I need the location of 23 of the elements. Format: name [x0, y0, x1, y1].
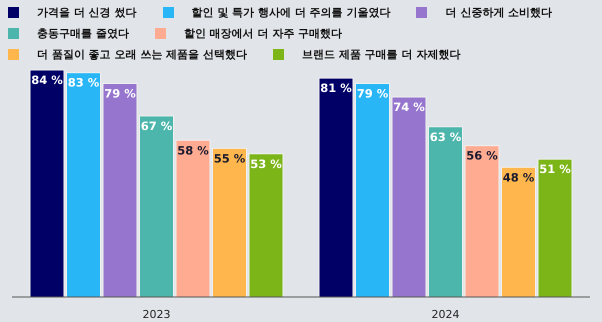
- x-tick-label: 2023: [142, 308, 170, 321]
- data-label: 51 %: [539, 162, 572, 176]
- legend-label: 가격을 더 신경 썼다: [37, 5, 136, 20]
- data-label: 53 %: [250, 156, 282, 171]
- legend-label: 할인 및 특가 행사에 더 주의를 기울였다: [192, 5, 390, 20]
- legend-label: 더 신중하게 소비했다: [445, 5, 552, 20]
- legend-label: 할인 매장에서 더 자주 구매했다: [184, 26, 342, 41]
- data-label: 81 %: [320, 81, 352, 96]
- data-label: 74 %: [393, 100, 426, 114]
- data-label: 84 %: [31, 73, 64, 87]
- data-label: 56 %: [466, 148, 498, 163]
- data-label: 83 %: [68, 76, 100, 90]
- legend-label: 충동구매를 줄였다: [37, 26, 129, 41]
- data-label: 58 %: [177, 143, 210, 158]
- legend-label: 더 품질이 좋고 오래 쓰는 제품을 선택했다: [37, 47, 247, 62]
- legend-label: 브랜드 제품 구매를 더 자제했다: [302, 47, 460, 62]
- x-tick-label: 2024: [432, 308, 460, 321]
- data-label: 79 %: [104, 86, 136, 101]
- data-label: 55 %: [214, 151, 246, 166]
- data-label: 63 %: [430, 130, 462, 144]
- data-label: 48 %: [502, 170, 535, 184]
- data-label: 67 %: [140, 118, 173, 133]
- data-label: 79 %: [356, 86, 389, 101]
